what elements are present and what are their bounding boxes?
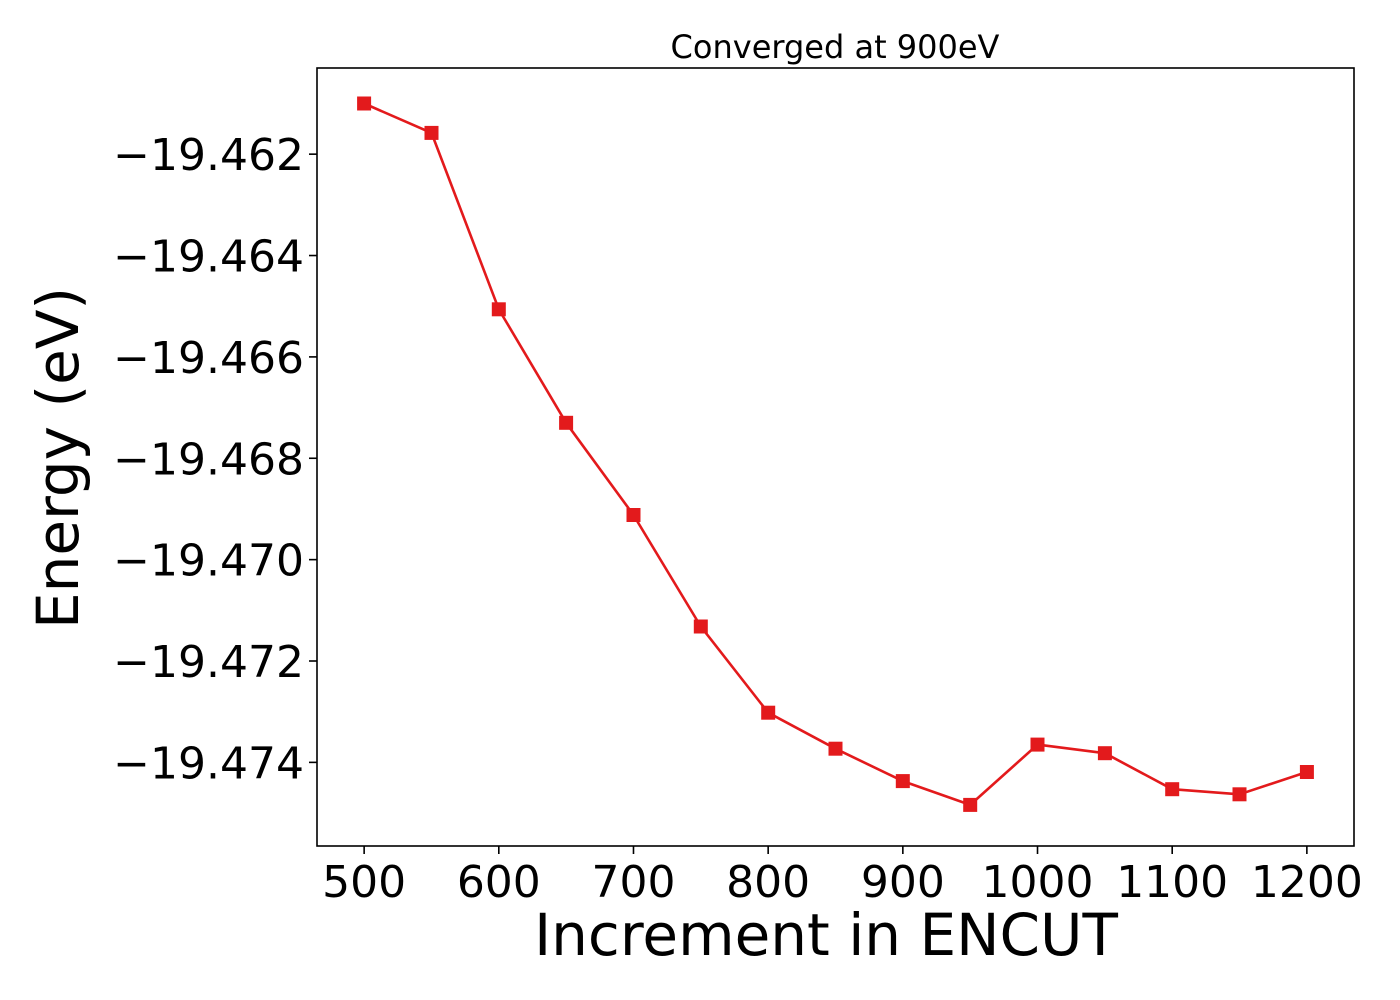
data-point-marker bbox=[1097, 746, 1112, 761]
y-tick-label: −19.472 bbox=[113, 637, 304, 688]
data-point-marker bbox=[424, 125, 439, 140]
y-tick-label: −19.462 bbox=[113, 130, 304, 181]
x-tick-label: 900 bbox=[861, 857, 945, 908]
data-point-marker bbox=[1165, 782, 1180, 797]
data-point-marker bbox=[491, 302, 506, 317]
chart-title: Converged at 900eV bbox=[671, 28, 1000, 66]
x-axis: 500 600 700 800 900 1000 1100 1200 bbox=[322, 846, 1363, 908]
x-tick-label: 1100 bbox=[1116, 857, 1228, 908]
data-point-marker bbox=[559, 415, 574, 430]
data-point-marker bbox=[761, 705, 776, 720]
data-point-marker bbox=[1232, 787, 1247, 802]
y-tick-label: −19.466 bbox=[113, 333, 304, 384]
plot-background bbox=[317, 68, 1354, 846]
data-point-marker bbox=[693, 619, 708, 634]
y-tick-label: −19.474 bbox=[113, 738, 304, 789]
data-point-marker bbox=[1299, 765, 1314, 779]
data-point-marker bbox=[626, 508, 641, 522]
x-tick-label: 1200 bbox=[1251, 857, 1363, 908]
data-point-marker bbox=[828, 741, 843, 756]
data-point-marker bbox=[963, 797, 978, 812]
plot-frame bbox=[316, 67, 1355, 847]
x-tick-label: 600 bbox=[457, 857, 541, 908]
x-tick-label: 1000 bbox=[982, 857, 1094, 908]
data-point-marker bbox=[895, 774, 910, 789]
x-tick-label: 700 bbox=[591, 857, 675, 908]
data-point-marker bbox=[357, 96, 372, 111]
series-layer bbox=[357, 96, 1314, 812]
x-tick-label: 800 bbox=[726, 857, 810, 908]
y-tick-label: −19.464 bbox=[113, 232, 304, 283]
x-axis-label: Increment in ENCUT bbox=[534, 901, 1118, 969]
y-tick-label: −19.470 bbox=[113, 536, 304, 587]
y-axis-label: Energy (eV) bbox=[24, 287, 92, 629]
y-tick-label: −19.468 bbox=[113, 434, 304, 485]
x-tick-label: 500 bbox=[322, 857, 406, 908]
data-point-marker bbox=[1030, 737, 1045, 752]
y-axis: −19.462 −19.464 −19.466 −19.468 −19.470 −19.4… bbox=[113, 130, 317, 789]
